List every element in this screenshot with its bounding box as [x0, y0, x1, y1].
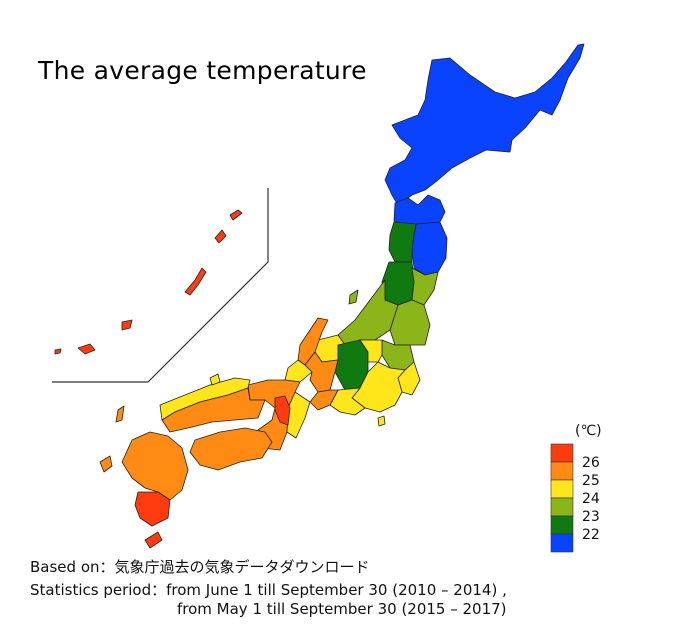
region-shizuoka: [329, 387, 366, 416]
region-akita: [388, 221, 417, 263]
region-yakushima: [144, 531, 163, 549]
region-iwate: [411, 221, 448, 276]
okinawa-inset-frame: [52, 188, 269, 383]
source-note: Based on：気象庁過去の気象データダウンロード: [30, 558, 370, 576]
region-goto: [99, 455, 113, 473]
legend-unit: (℃): [575, 423, 602, 439]
legend-label-22: 22: [582, 527, 600, 543]
period-note-2: from May 1 till September 30 (2015 – 201…: [177, 600, 507, 618]
region-gunma: [359, 339, 383, 363]
legend-box-22-5: [550, 515, 574, 535]
region-kyushu-north: [121, 431, 189, 501]
legend-boxes: [550, 443, 574, 553]
region-tokara: [229, 209, 243, 221]
period-note-1: Statistics period：from June 1 till Septe…: [30, 581, 507, 599]
region-izu-islands: [377, 415, 386, 427]
region-yaeyama: [77, 343, 96, 355]
region-yamagata: [381, 261, 415, 306]
legend-box-25: [550, 461, 574, 481]
region-yonaguni: [54, 348, 62, 355]
legend-box-24: [550, 479, 574, 499]
region-chugoku-south: [161, 387, 266, 433]
region-shikoku: [189, 427, 273, 471]
region-miyako: [121, 319, 133, 331]
legend-label-25: 25: [582, 473, 600, 489]
legend-box-23: [550, 497, 574, 517]
region-okinawa-main: [184, 267, 207, 296]
legend-box-26: [550, 443, 574, 463]
region-osaka: [274, 395, 291, 426]
region-kagoshima: [134, 491, 171, 527]
map-title: The average temperature: [38, 56, 367, 85]
region-sado: [348, 289, 359, 305]
legend-label-23: 23: [582, 509, 600, 525]
region-amami: [214, 229, 227, 244]
region-miyagi: [411, 267, 439, 306]
region-gifu: [304, 351, 339, 393]
legend-box-22: [550, 533, 574, 553]
legend-label-26: 26: [582, 455, 600, 471]
legend-label-24: 24: [582, 491, 600, 507]
region-hokkaido: [384, 43, 585, 206]
region-fukushima: [389, 299, 431, 346]
region-oki: [209, 373, 221, 386]
region-tsushima: [115, 405, 125, 423]
